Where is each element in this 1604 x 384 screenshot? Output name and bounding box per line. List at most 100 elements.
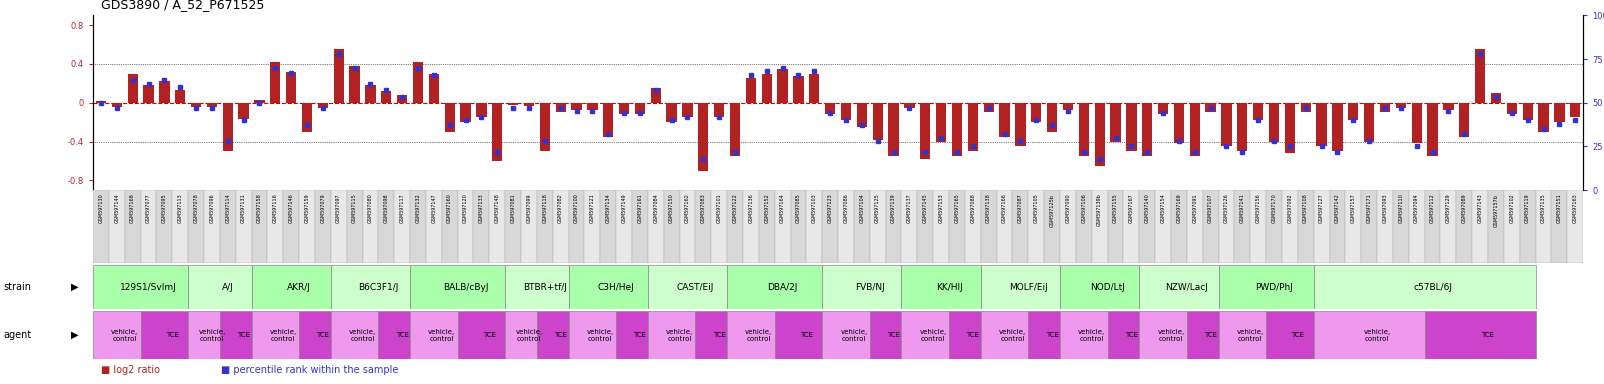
Bar <box>1362 190 1378 263</box>
Bar <box>1314 311 1424 359</box>
Bar <box>1379 103 1391 113</box>
Bar <box>1551 190 1567 263</box>
Bar <box>568 265 648 309</box>
Bar <box>1219 311 1266 359</box>
Bar <box>411 311 457 359</box>
Text: GSM597167: GSM597167 <box>1129 194 1134 223</box>
Bar <box>1171 190 1187 263</box>
Bar <box>96 101 106 103</box>
Text: GSM597119: GSM597119 <box>1525 194 1530 223</box>
Text: GSM597137: GSM597137 <box>906 194 913 223</box>
Text: TCE: TCE <box>1046 332 1059 338</box>
Bar <box>667 103 677 122</box>
Bar <box>223 103 233 151</box>
Text: strain: strain <box>3 282 30 292</box>
Text: GSM597123: GSM597123 <box>828 194 832 223</box>
Bar <box>823 265 901 309</box>
Bar <box>1123 190 1139 263</box>
Text: GSM597093: GSM597093 <box>1383 194 1387 223</box>
Bar <box>286 72 297 103</box>
Text: GSM597135: GSM597135 <box>1541 194 1546 223</box>
Text: TCE: TCE <box>165 332 178 338</box>
Bar <box>444 103 456 132</box>
Bar <box>141 311 188 359</box>
Bar <box>330 265 411 309</box>
Bar <box>1126 103 1137 151</box>
Bar <box>857 103 868 127</box>
Bar <box>727 265 823 309</box>
Bar <box>1522 103 1533 120</box>
Bar <box>412 62 423 103</box>
Bar <box>379 190 395 263</box>
Bar <box>775 190 791 263</box>
Bar <box>302 103 313 132</box>
Bar <box>269 62 281 103</box>
Text: GSM597086: GSM597086 <box>844 194 849 223</box>
Text: vehicle,
control: vehicle, control <box>666 329 693 341</box>
Text: GSM597082: GSM597082 <box>558 194 563 223</box>
Bar <box>648 311 696 359</box>
Bar <box>159 81 170 103</box>
Text: GSM597139b: GSM597139b <box>1097 194 1102 227</box>
Bar <box>762 74 772 103</box>
Text: GSM597152: GSM597152 <box>764 194 770 223</box>
Bar <box>350 66 359 103</box>
Bar <box>1519 190 1535 263</box>
Text: GSM597158: GSM597158 <box>257 194 261 223</box>
Bar <box>127 74 138 103</box>
Bar <box>791 190 807 263</box>
Text: TCE: TCE <box>712 332 725 338</box>
Text: GSM597112: GSM597112 <box>1431 194 1436 223</box>
Bar <box>696 311 727 359</box>
Text: TCE: TCE <box>316 332 329 338</box>
Text: vehicle,
control: vehicle, control <box>1363 329 1391 341</box>
Bar <box>188 311 220 359</box>
Text: GSM597089: GSM597089 <box>1461 194 1466 223</box>
Text: GSM597114: GSM597114 <box>225 194 231 223</box>
Bar <box>204 190 220 263</box>
Text: ▶: ▶ <box>71 282 79 292</box>
Text: B6C3F1/J: B6C3F1/J <box>358 283 398 291</box>
Bar <box>1570 103 1580 117</box>
Text: BALB/cByJ: BALB/cByJ <box>443 283 488 291</box>
Bar <box>1567 190 1583 263</box>
Bar <box>1060 190 1076 263</box>
Bar <box>298 311 330 359</box>
Bar <box>983 103 994 113</box>
Text: GSM597142: GSM597142 <box>1335 194 1339 223</box>
Text: NOD/LtJ: NOD/LtJ <box>1091 283 1124 291</box>
Text: BTBR+tf/J: BTBR+tf/J <box>523 283 566 291</box>
Text: C3H/HeJ: C3H/HeJ <box>598 283 635 291</box>
Bar <box>93 311 141 359</box>
Text: GSM597155: GSM597155 <box>1113 194 1118 223</box>
Text: vehicle,
control: vehicle, control <box>199 329 226 341</box>
Bar <box>1266 311 1314 359</box>
Bar <box>1063 103 1073 111</box>
Text: GSM597118: GSM597118 <box>542 194 547 223</box>
Text: GSM597106: GSM597106 <box>1081 194 1086 223</box>
Text: GSM597105: GSM597105 <box>1033 194 1039 223</box>
Text: FVB/NJ: FVB/NJ <box>855 283 885 291</box>
Bar <box>901 265 980 309</box>
Bar <box>885 190 901 263</box>
Bar <box>555 103 566 113</box>
Bar <box>363 190 379 263</box>
Text: GSM597170: GSM597170 <box>1272 194 1277 223</box>
Bar <box>457 190 473 263</box>
Text: GSM597126: GSM597126 <box>1224 194 1229 223</box>
Text: vehicle,
control: vehicle, control <box>1237 329 1264 341</box>
Text: AKR/J: AKR/J <box>287 283 311 291</box>
Bar <box>1538 103 1549 132</box>
Text: GSM597121: GSM597121 <box>590 194 595 223</box>
Bar <box>632 190 648 263</box>
Text: vehicle,
control: vehicle, control <box>111 329 138 341</box>
Text: GSM597143: GSM597143 <box>1477 194 1482 223</box>
Bar <box>1424 311 1535 359</box>
Bar <box>334 49 343 103</box>
Bar <box>778 69 788 103</box>
Bar <box>505 311 537 359</box>
Bar <box>1219 265 1314 309</box>
Bar <box>1269 103 1278 142</box>
Bar <box>1139 265 1219 309</box>
Bar <box>1076 190 1092 263</box>
